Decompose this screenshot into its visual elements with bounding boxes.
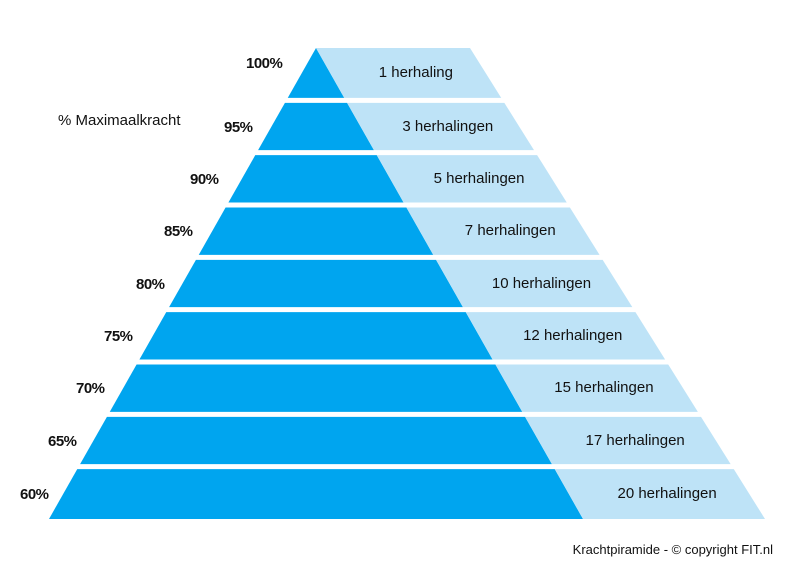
percent-label: 95% — [224, 118, 253, 136]
percent-label: 85% — [164, 223, 193, 241]
percent-label: 60% — [20, 486, 49, 504]
reps-label: 7 herhalingen — [464, 222, 556, 240]
pyramid-band-dark-3 — [228, 155, 404, 203]
percent-label: 80% — [136, 275, 165, 293]
pyramid-band-dark-1 — [287, 48, 345, 98]
percent-label: 100% — [246, 54, 283, 72]
reps-label: 15 herhalingen — [554, 379, 654, 397]
reps-label: 17 herhalingen — [585, 431, 685, 449]
percent-label: 75% — [104, 327, 133, 345]
reps-label: 10 herhalingen — [491, 274, 592, 292]
pyramid-band-light-7 — [495, 364, 698, 412]
pyramid-band-dark-9 — [49, 469, 583, 519]
axis-label: % Maximaalkracht — [58, 112, 181, 129]
percent-label: 65% — [48, 432, 77, 450]
reps-label: 3 herhalingen — [402, 117, 494, 135]
pyramid-band-light-5 — [436, 259, 633, 308]
reps-label: 5 herhalingen — [433, 169, 525, 187]
pyramid-band-dark-7 — [109, 364, 523, 412]
copyright-footer: Krachtpiramide - © copyright FIT.nl — [572, 542, 773, 557]
pyramid-band-light-2 — [347, 102, 534, 151]
pyramid-band-light-8 — [525, 416, 731, 465]
pyramid-band-light-1 — [316, 48, 502, 98]
pyramid-band-dark-2 — [258, 102, 374, 151]
pyramid-band-light-6 — [465, 312, 666, 360]
reps-label: 20 herhalingen — [617, 485, 717, 503]
pyramid-band-dark-6 — [139, 312, 493, 360]
pyramid-band-dark-8 — [80, 416, 552, 465]
reps-label: 12 herhalingen — [523, 326, 623, 344]
percent-label: 90% — [190, 170, 219, 188]
percent-label: 70% — [76, 380, 105, 398]
pyramid-band-light-3 — [376, 155, 567, 203]
pyramid-band-light-4 — [406, 207, 600, 255]
reps-label: 1 herhaling — [378, 63, 453, 81]
pyramid-band-dark-5 — [169, 259, 463, 308]
pyramid-band-dark-4 — [198, 207, 434, 255]
pyramid-band-light-9 — [554, 469, 765, 519]
